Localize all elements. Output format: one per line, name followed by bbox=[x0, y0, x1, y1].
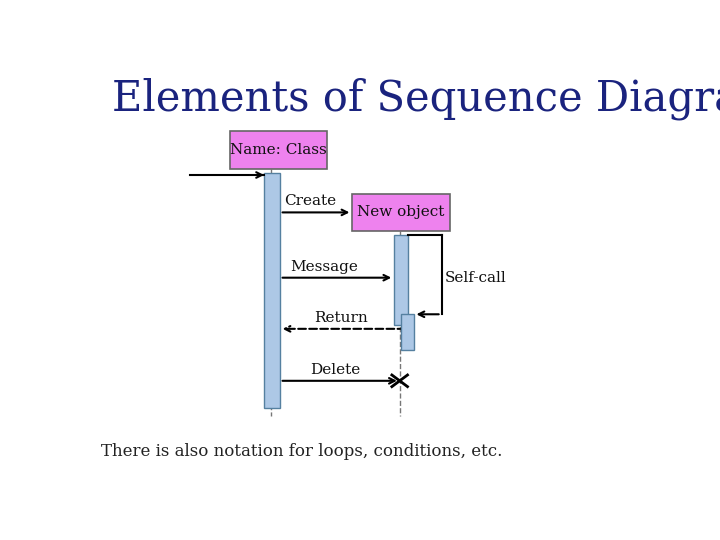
Text: New object: New object bbox=[357, 205, 445, 219]
Text: Name: Class: Name: Class bbox=[230, 143, 327, 157]
Text: Self-call: Self-call bbox=[444, 271, 506, 285]
Bar bbox=[394, 235, 408, 325]
Text: Message: Message bbox=[290, 260, 359, 274]
Text: Elements of Sequence Diagrams: Elements of Sequence Diagrams bbox=[112, 77, 720, 120]
Text: There is also notation for loops, conditions, etc.: There is also notation for loops, condit… bbox=[102, 443, 503, 460]
Text: Create: Create bbox=[284, 194, 336, 208]
Text: Return: Return bbox=[314, 310, 368, 325]
Text: Delete: Delete bbox=[310, 363, 361, 377]
Bar bbox=[230, 131, 327, 168]
Bar bbox=[352, 194, 450, 231]
Bar bbox=[264, 173, 280, 408]
Bar bbox=[401, 314, 414, 349]
